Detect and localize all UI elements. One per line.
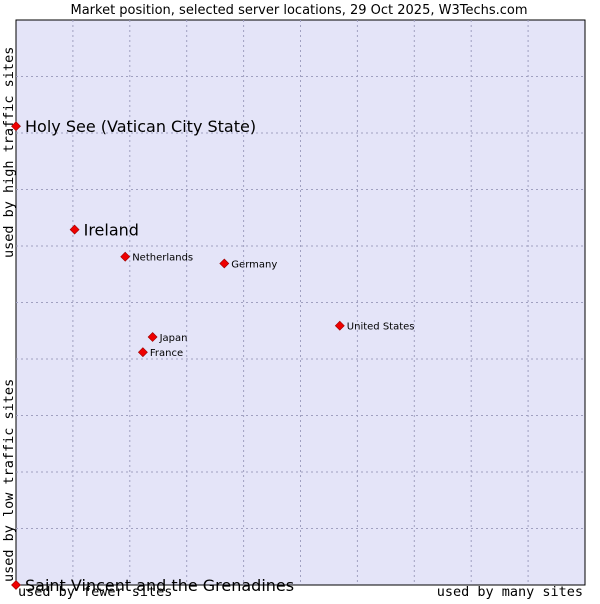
point-label: Saint Vincent and the Grenadines [25,576,294,595]
chart-title: Market position, selected server locatio… [70,3,527,18]
scatter-point [147,332,158,342]
scatter-point [11,121,21,132]
data-points: Holy See (Vatican City State) Ireland Neth… [11,117,415,595]
scatter-point [11,580,21,590]
point-label: France [150,348,183,359]
scatter-point [219,258,230,269]
scatter-point [120,251,131,262]
point-label: Germany [231,260,277,271]
x-axis-label-high: used by many sites [437,584,583,600]
point-label: Holy See (Vatican City State) [25,117,256,136]
x-axis-label-low: used by fewer sites [18,584,172,600]
y-axis-label-low: used by low traffic sites [1,379,17,582]
point-label: Ireland [84,221,139,240]
point-label: Japan [159,333,188,344]
scatter-point [334,320,345,331]
y-axis-label-high: used by high traffic sites [1,47,17,258]
scatter-point [69,224,80,235]
grid-lines [16,20,585,585]
point-label: United States [347,322,415,333]
point-label: Netherlands [132,253,193,264]
scatter-point [137,347,148,358]
